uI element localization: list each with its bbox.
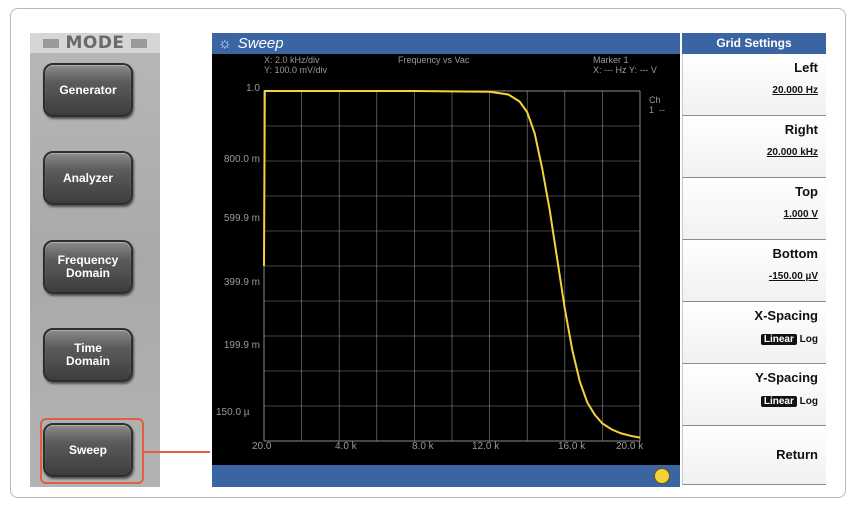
channel-readout-line1: Ch: [649, 95, 661, 105]
x-spacing-linear-option: Linear: [760, 334, 797, 345]
y-spacing-options: Linear Log: [683, 395, 818, 408]
channel-readout-line2: 1 --: [649, 105, 666, 115]
bottom-softkey-value: -150.00 µV: [768, 271, 818, 282]
y-tick-label: 199.9 m: [223, 340, 260, 351]
x-spacing-options: Linear Log: [683, 333, 818, 346]
left-softkey-value: 20.000 Hz: [772, 85, 818, 96]
generator-button-label: Generator: [59, 82, 117, 97]
mode-title-bar-right: [130, 38, 147, 48]
y-scale-readout: Y: 100.0 mV/div: [264, 65, 328, 75]
x-tick-label: 4.0 k: [335, 441, 357, 452]
x-spacing-softkey-label: X-Spacing: [754, 308, 818, 323]
plot-title: Frequency vs Vac: [398, 55, 470, 65]
y-spacing-log-option: Log: [799, 396, 818, 407]
user-status-icon: [654, 468, 670, 484]
display-title: Sweep: [237, 35, 284, 52]
top-softkey-label: Top: [795, 184, 818, 199]
analyzer-button[interactable]: Analyzer: [43, 151, 133, 205]
sweep-trace: [263, 90, 641, 439]
mode-title-bar-left: [43, 38, 60, 48]
y-tick-label: 399.9 m: [223, 277, 260, 288]
bottom-softkey[interactable]: Bottom -150.00 µV: [682, 240, 826, 302]
top-softkey-value: 1.000 V: [783, 209, 818, 220]
time-domain-button-label: Time Domain: [65, 341, 110, 368]
x-scale-readout: X: 2.0 kHz/div: [264, 55, 320, 65]
x-tick-label: 16.0 k: [558, 441, 586, 452]
display-title-bar: ☼ Sweep: [212, 33, 680, 54]
return-softkey[interactable]: Return: [682, 426, 826, 485]
sun-icon: ☼: [218, 35, 232, 52]
top-softkey[interactable]: Top 1.000 V: [682, 178, 826, 240]
mode-title: MODE: [30, 33, 160, 53]
y-tick-label: 1.0: [246, 83, 260, 94]
y-tick-label: 150.0 µ: [216, 407, 250, 418]
analyzer-display: ☼ Sweep X: 2.0 kHz/div Y: 100.0 mV/div Fr…: [212, 33, 680, 487]
left-softkey-label: Left: [794, 60, 818, 75]
x-tick-label: 12.0 k: [472, 441, 500, 452]
marker-readout-line1: Marker 1: [593, 55, 629, 65]
y-spacing-linear-option: Linear: [760, 396, 797, 407]
frequency-domain-button[interactable]: Frequency Domain: [43, 240, 133, 294]
callout-connector-line: [144, 451, 210, 453]
x-tick-label: 20.0: [252, 441, 272, 452]
softkey-menu-title: Grid Settings: [682, 33, 826, 54]
marker-readout-line2: X: --- Hz Y: --- V: [593, 65, 657, 75]
sweep-button[interactable]: Sweep: [43, 423, 133, 477]
y-tick-label: 599.9 m: [223, 213, 260, 224]
left-softkey[interactable]: Left 20.000 Hz: [682, 54, 826, 116]
y-tick-label: 800.0 m: [223, 154, 260, 165]
sweep-highlight-callout: [40, 418, 144, 484]
right-softkey-label: Right: [784, 122, 818, 137]
softkey-panel: Grid Settings Left 20.000 Hz Right 20.00…: [682, 33, 826, 487]
mode-panel: MODE Generator Analyzer Frequency Domain…: [30, 33, 160, 487]
sweep-button-label: Sweep: [68, 442, 107, 457]
x-tick-label: 20.0 k: [616, 441, 644, 452]
return-softkey-label: Return: [776, 447, 818, 462]
sweep-plot: [263, 90, 641, 442]
generator-button[interactable]: Generator: [43, 63, 133, 117]
analyzer-button-label: Analyzer: [62, 170, 114, 185]
plot-grid: [263, 90, 641, 442]
x-tick-label: 8.0 k: [412, 441, 434, 452]
mode-title-text: MODE: [65, 33, 125, 53]
right-softkey-value: 20.000 kHz: [766, 147, 818, 158]
y-spacing-softkey-label: Y-Spacing: [755, 370, 818, 385]
x-spacing-log-option: Log: [799, 334, 818, 345]
right-softkey[interactable]: Right 20.000 kHz: [682, 116, 826, 178]
frequency-domain-button-label: Frequency Domain: [57, 253, 119, 280]
y-spacing-softkey[interactable]: Y-Spacing Linear Log: [682, 364, 826, 426]
time-domain-button[interactable]: Time Domain: [43, 328, 133, 382]
display-status-bar: [212, 465, 680, 487]
x-spacing-softkey[interactable]: X-Spacing Linear Log: [682, 302, 826, 364]
bottom-softkey-label: Bottom: [772, 246, 819, 261]
